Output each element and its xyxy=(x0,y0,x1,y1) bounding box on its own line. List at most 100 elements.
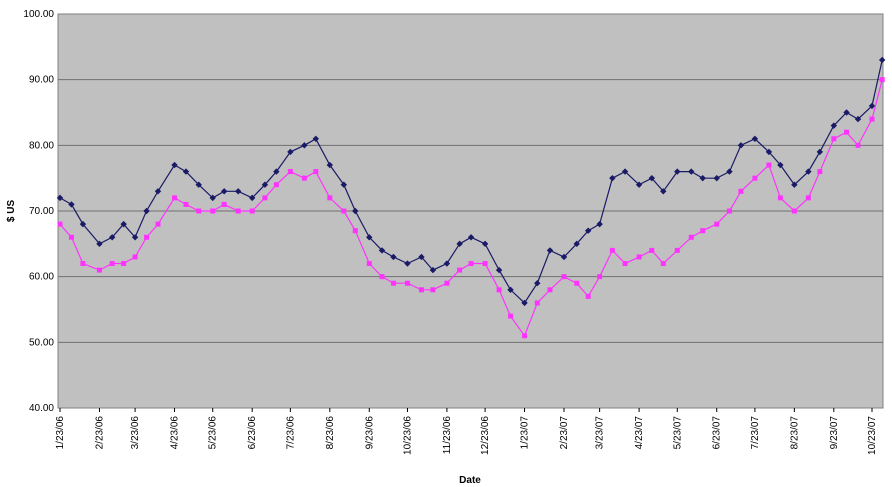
data-point xyxy=(68,201,75,208)
data-point xyxy=(352,207,359,215)
data-point xyxy=(444,280,450,286)
data-point xyxy=(467,234,475,241)
data-point xyxy=(805,168,812,175)
data-point xyxy=(301,142,308,149)
data-point xyxy=(404,280,410,286)
data-point xyxy=(248,194,256,202)
x-tick-label: 5/23/07 xyxy=(672,416,683,450)
y-axis-title: $ US xyxy=(6,200,17,223)
data-point xyxy=(390,253,397,261)
data-point xyxy=(341,208,347,214)
data-point xyxy=(183,201,189,207)
data-point xyxy=(534,280,541,287)
data-point xyxy=(108,234,116,241)
data-point xyxy=(751,135,759,142)
x-tick-label: 2/23/06 xyxy=(94,416,105,450)
y-tick-label: 100.00 xyxy=(23,9,54,20)
data-point xyxy=(340,181,348,188)
data-point xyxy=(210,208,216,214)
data-point xyxy=(869,116,875,122)
data-point xyxy=(777,195,783,201)
data-point xyxy=(120,220,127,228)
data-point xyxy=(831,136,837,142)
data-point xyxy=(352,228,358,234)
data-point xyxy=(109,261,115,267)
data-point xyxy=(688,234,694,240)
data-point xyxy=(96,267,102,273)
x-tick-label: 3/23/06 xyxy=(130,416,141,450)
data-point xyxy=(287,148,294,156)
data-point xyxy=(131,234,139,241)
data-point xyxy=(688,168,695,175)
x-tick-label: 9/23/06 xyxy=(364,416,375,450)
series-layer xyxy=(56,56,886,339)
data-point xyxy=(132,254,138,260)
data-point xyxy=(482,261,488,267)
data-point xyxy=(766,162,772,168)
x-tick-label: 12/23/06 xyxy=(480,416,491,455)
data-point xyxy=(366,234,373,241)
x-axis-title: Date xyxy=(459,475,481,486)
x-tick-label: 11/23/06 xyxy=(442,416,453,455)
data-point xyxy=(327,195,333,201)
x-tick-label: 2/23/07 xyxy=(559,416,570,450)
data-point xyxy=(621,168,629,175)
data-point xyxy=(312,135,320,142)
data-point xyxy=(182,168,190,175)
data-point xyxy=(699,174,706,182)
data-point xyxy=(508,313,514,319)
data-point xyxy=(791,208,797,214)
x-tick-label: 4/23/07 xyxy=(634,416,645,450)
data-point xyxy=(573,240,580,248)
data-point xyxy=(220,188,228,195)
data-point xyxy=(249,208,255,214)
data-point xyxy=(172,195,178,201)
data-point xyxy=(738,188,744,194)
x-tick-label: 7/23/06 xyxy=(285,416,296,450)
x-tick-label: 8/23/06 xyxy=(325,416,336,450)
gridlines xyxy=(58,79,883,343)
data-point xyxy=(777,161,784,169)
data-point xyxy=(737,142,745,149)
data-point xyxy=(584,227,592,234)
data-point xyxy=(195,181,202,188)
data-point xyxy=(96,240,103,248)
data-point xyxy=(622,261,628,267)
data-point xyxy=(287,169,293,175)
data-point xyxy=(855,142,861,148)
data-point xyxy=(574,280,580,286)
data-point xyxy=(700,228,706,234)
data-point xyxy=(726,168,733,175)
x-tick-label: 1/23/06 xyxy=(55,416,66,450)
data-point xyxy=(649,247,655,253)
data-point xyxy=(390,280,396,286)
data-point xyxy=(261,181,269,188)
data-point xyxy=(457,267,463,273)
data-point xyxy=(879,77,885,83)
data-point xyxy=(430,287,436,293)
data-point xyxy=(547,287,553,293)
data-point xyxy=(171,161,178,169)
data-point xyxy=(561,274,567,280)
data-point xyxy=(521,299,528,307)
data-point xyxy=(56,194,64,202)
data-point xyxy=(235,208,241,214)
data-point xyxy=(830,122,838,129)
data-point xyxy=(597,274,603,280)
data-point xyxy=(674,247,680,253)
data-point xyxy=(262,195,268,201)
data-point xyxy=(155,221,161,227)
data-point xyxy=(854,115,862,123)
y-tick-label: 60.00 xyxy=(29,272,54,283)
data-point xyxy=(326,161,334,169)
data-point xyxy=(752,175,758,181)
x-tick-label: 5/23/06 xyxy=(208,416,219,450)
data-point xyxy=(121,261,127,267)
data-point xyxy=(816,148,824,156)
data-point xyxy=(843,109,850,116)
data-point xyxy=(714,221,720,227)
x-tick-label: 6/23/06 xyxy=(247,416,258,450)
data-point xyxy=(379,274,385,280)
data-point xyxy=(726,208,732,214)
data-point xyxy=(404,260,411,267)
